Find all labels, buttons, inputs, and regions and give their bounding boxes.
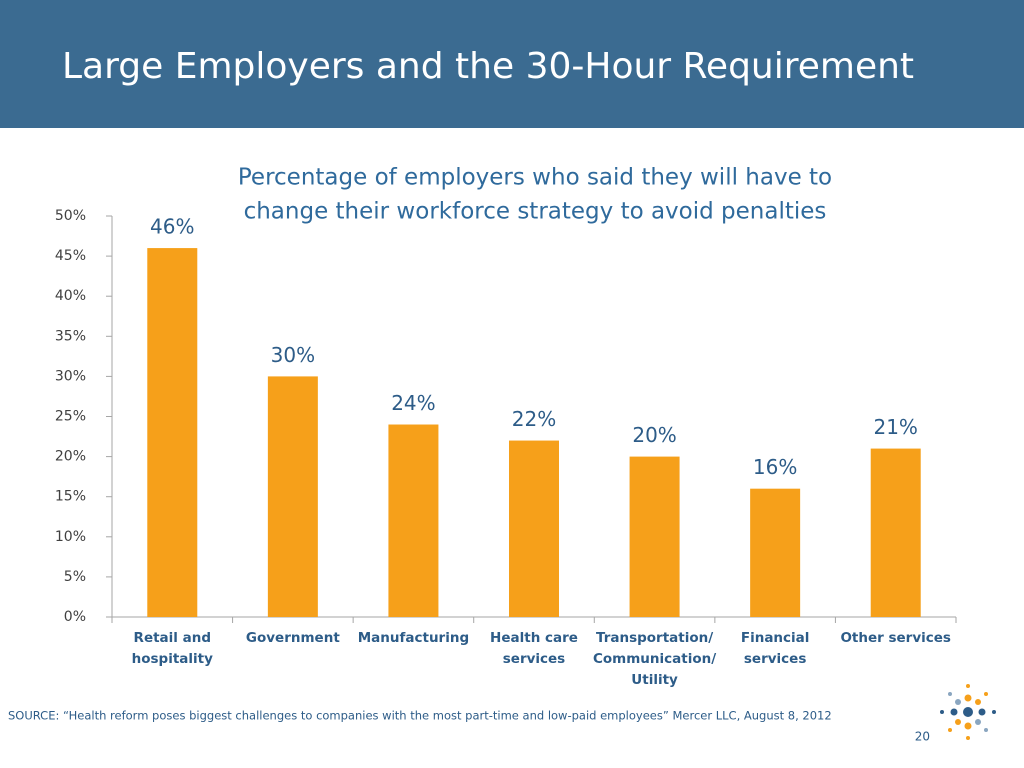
bar [870, 448, 921, 617]
value-label: 24% [391, 391, 435, 415]
x-tick-label: Communication/ [593, 651, 716, 667]
logo [940, 684, 996, 740]
x-tick-label: Transportation/ [596, 630, 713, 646]
x-tick-label: services [744, 651, 806, 667]
x-tick-label: Retail and [134, 630, 211, 646]
slide-title: Large Employers and the 30-Hour Requirem… [62, 46, 914, 87]
bar [388, 424, 439, 617]
value-label: 22% [512, 407, 556, 431]
bar [750, 488, 801, 617]
source: SOURCE: “Health reform poses biggest cha… [8, 709, 832, 723]
x-tick-label: Utility [631, 672, 678, 688]
y-tick-label: 45% [55, 248, 86, 264]
value-label: 21% [873, 415, 917, 439]
bar [267, 376, 318, 617]
y-tick-label: 30% [55, 368, 86, 384]
x-tick-label: Health care [490, 630, 578, 646]
y-tick-label: 5% [64, 569, 86, 585]
header-band [0, 0, 1024, 128]
value-label: 46% [150, 215, 194, 239]
y-tick-label: 20% [55, 449, 86, 465]
page-number: 20 [915, 730, 930, 744]
y-tick-label: 25% [55, 409, 86, 425]
y-tick-label: 15% [55, 489, 86, 505]
value-label: 20% [632, 423, 676, 447]
x-tick-label: Government [246, 630, 340, 646]
bar [509, 440, 559, 617]
chart-title: change their workforce strategy to avoid… [244, 199, 827, 225]
y-tick-label: 50% [55, 208, 86, 224]
y-tick-label: 35% [55, 328, 86, 344]
value-label: 30% [271, 343, 315, 367]
x-tick-label: services [503, 651, 565, 667]
chart-title: Percentage of employers who said they wi… [238, 165, 832, 191]
x-tick-label: hospitality [132, 651, 213, 667]
value-label: 16% [753, 455, 797, 479]
y-tick-label: 0% [64, 609, 86, 625]
y-tick-label: 10% [55, 529, 86, 545]
x-tick-label: Manufacturing [358, 630, 469, 646]
x-tick-label: Financial [741, 630, 810, 646]
bar [147, 248, 198, 617]
y-tick-label: 40% [55, 288, 86, 304]
x-tick-label: Other services [840, 630, 951, 646]
bar [629, 456, 680, 617]
